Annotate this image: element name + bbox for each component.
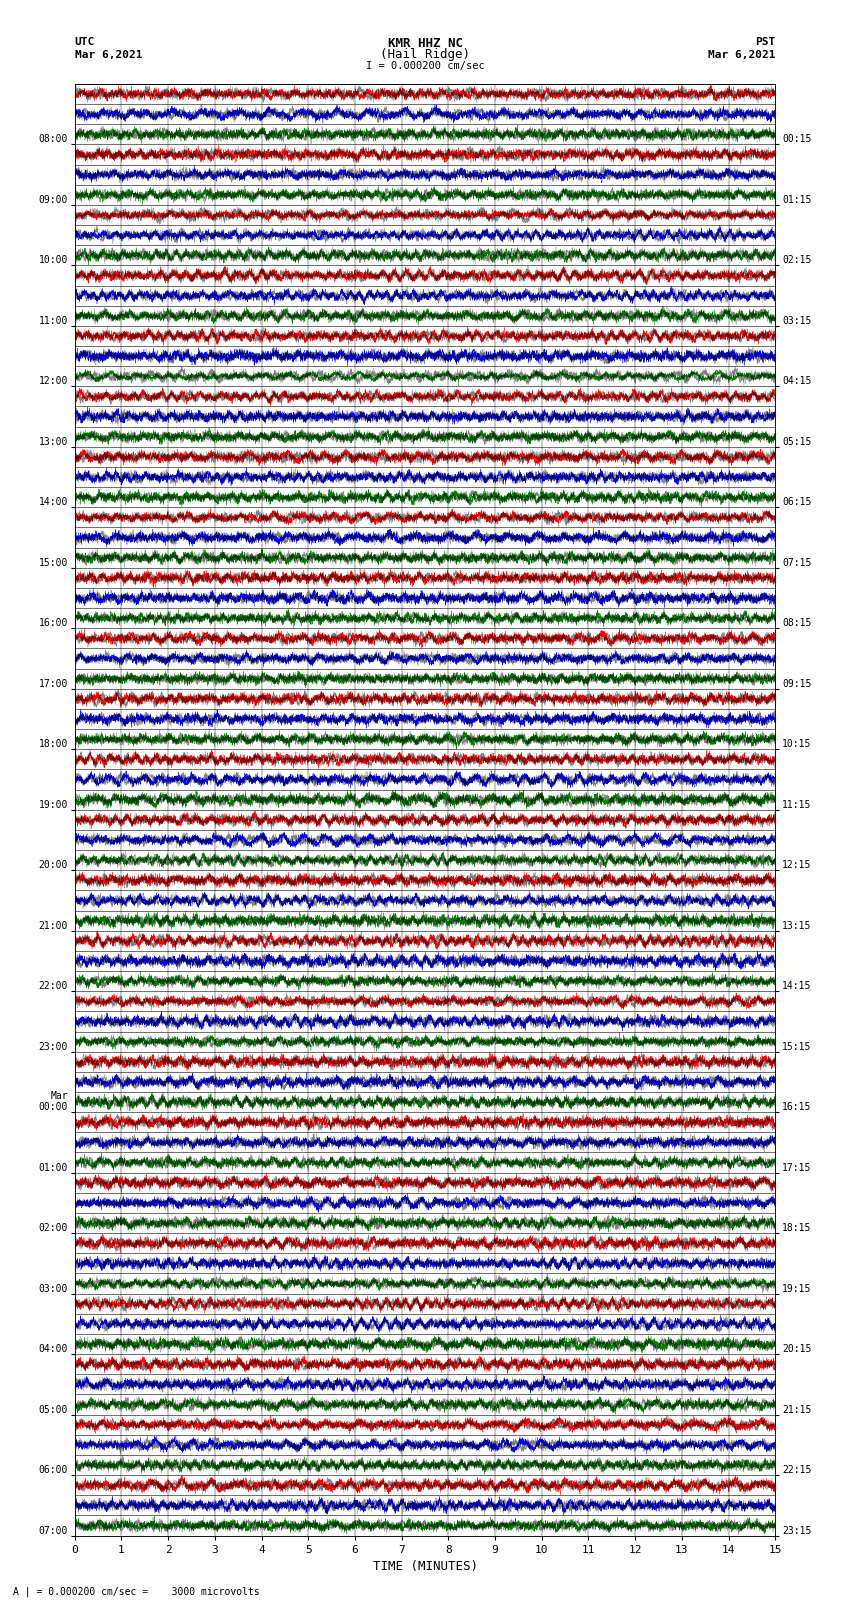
Text: UTC: UTC bbox=[75, 37, 95, 47]
Text: Mar 6,2021: Mar 6,2021 bbox=[75, 50, 142, 60]
Text: PST: PST bbox=[755, 37, 775, 47]
Text: I = 0.000200 cm/sec: I = 0.000200 cm/sec bbox=[366, 61, 484, 71]
Text: A | = 0.000200 cm/sec =    3000 microvolts: A | = 0.000200 cm/sec = 3000 microvolts bbox=[13, 1586, 259, 1597]
Text: KMR HHZ NC: KMR HHZ NC bbox=[388, 37, 462, 50]
Text: Mar 6,2021: Mar 6,2021 bbox=[708, 50, 775, 60]
Text: (Hail Ridge): (Hail Ridge) bbox=[380, 48, 470, 61]
X-axis label: TIME (MINUTES): TIME (MINUTES) bbox=[372, 1560, 478, 1573]
